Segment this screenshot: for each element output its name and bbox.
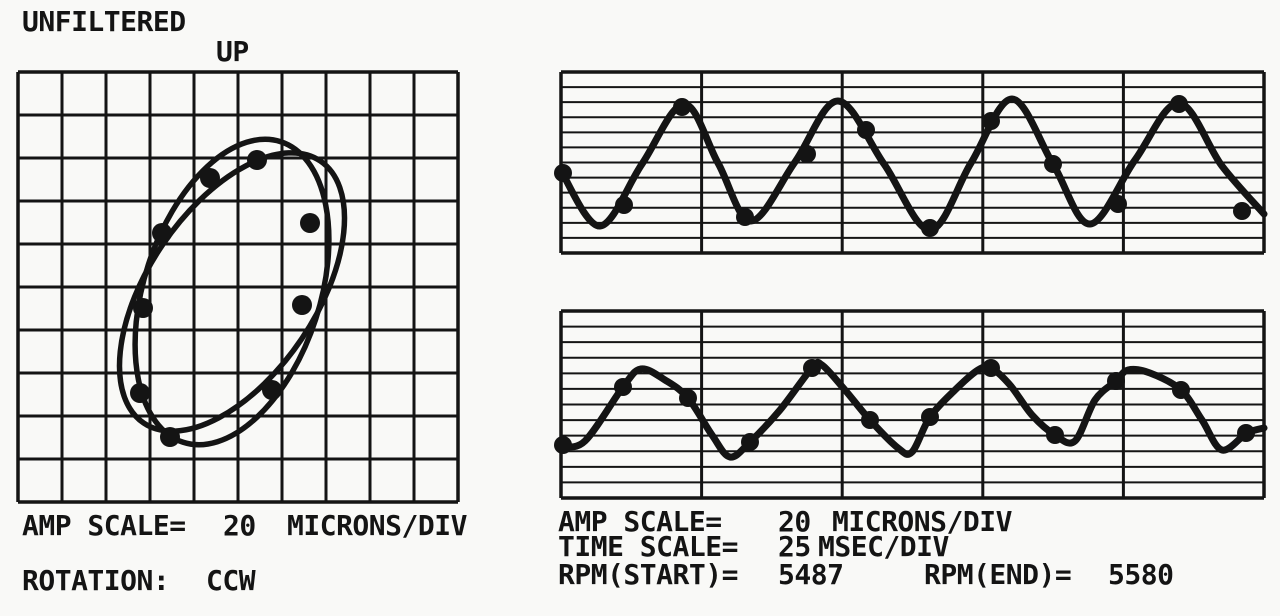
- waveform-amp-scale-label: AMP SCALE=: [558, 505, 722, 538]
- sample-dot: [133, 298, 153, 318]
- time-scale-unit: MSEC/DIV: [818, 530, 949, 563]
- rpm-start-value: 5487: [778, 558, 844, 591]
- sample-dot: [615, 196, 633, 214]
- sample-dot: [554, 164, 572, 182]
- waveform-trace: [557, 358, 1268, 461]
- sample-dot: [1233, 202, 1251, 220]
- time-scale-label: TIME SCALE=: [558, 530, 738, 563]
- sample-dot: [300, 213, 320, 233]
- orbit-amp-scale-label: AMP SCALE=: [22, 509, 186, 542]
- sample-dot: [160, 427, 180, 447]
- sample-dot: [1237, 424, 1255, 442]
- time-scale-value: 25: [778, 530, 811, 563]
- rpm-end-label: RPM(END)=: [924, 558, 1072, 591]
- sample-dot: [741, 433, 759, 451]
- waveform-amp-scale-unit: MICRONS/DIV: [832, 505, 1012, 538]
- rotation-label: ROTATION:: [22, 564, 170, 597]
- orbit-amp-scale-value: 20: [223, 509, 256, 542]
- sample-dot: [130, 383, 150, 403]
- sample-dot: [861, 411, 879, 429]
- sample-dot: [857, 121, 875, 139]
- waveform-top-plot: [554, 70, 1268, 255]
- sample-dot: [152, 223, 172, 243]
- sample-dot: [921, 408, 939, 426]
- sample-dot: [554, 436, 572, 454]
- orbit-trace: [116, 150, 348, 434]
- waveform-amp-scale-value: 20: [778, 505, 811, 538]
- waveform-trace: [557, 95, 1268, 234]
- orbit-plot: [16, 70, 460, 504]
- sample-dot: [200, 168, 220, 188]
- sample-dot: [292, 295, 312, 315]
- sample-dot: [982, 112, 1000, 130]
- sample-dot: [982, 359, 1000, 377]
- sample-dot: [798, 145, 816, 163]
- filter-status-label: UNFILTERED: [22, 5, 186, 38]
- sample-dot: [736, 208, 754, 226]
- rpm-end-value: 5580: [1108, 558, 1174, 591]
- sample-dot: [1107, 372, 1125, 390]
- sample-dot: [1172, 381, 1190, 399]
- sample-dot: [262, 380, 282, 400]
- rotation-value: CCW: [206, 564, 256, 597]
- sample-dot: [1170, 95, 1188, 113]
- sample-dot: [921, 219, 939, 237]
- sample-dot: [673, 98, 691, 116]
- rpm-start-label: RPM(START)=: [558, 558, 738, 591]
- sample-dot: [803, 359, 821, 377]
- sample-dot: [614, 378, 632, 396]
- sample-dot: [247, 150, 267, 170]
- sample-dot: [1046, 426, 1064, 444]
- sample-dot: [1044, 155, 1062, 173]
- sample-dot: [1109, 195, 1127, 213]
- up-orientation-label: UP: [216, 35, 249, 68]
- orbit-amp-scale-unit: MICRONS/DIV: [287, 509, 467, 542]
- waveform-bottom-plot: [554, 309, 1268, 500]
- sample-dot: [679, 389, 697, 407]
